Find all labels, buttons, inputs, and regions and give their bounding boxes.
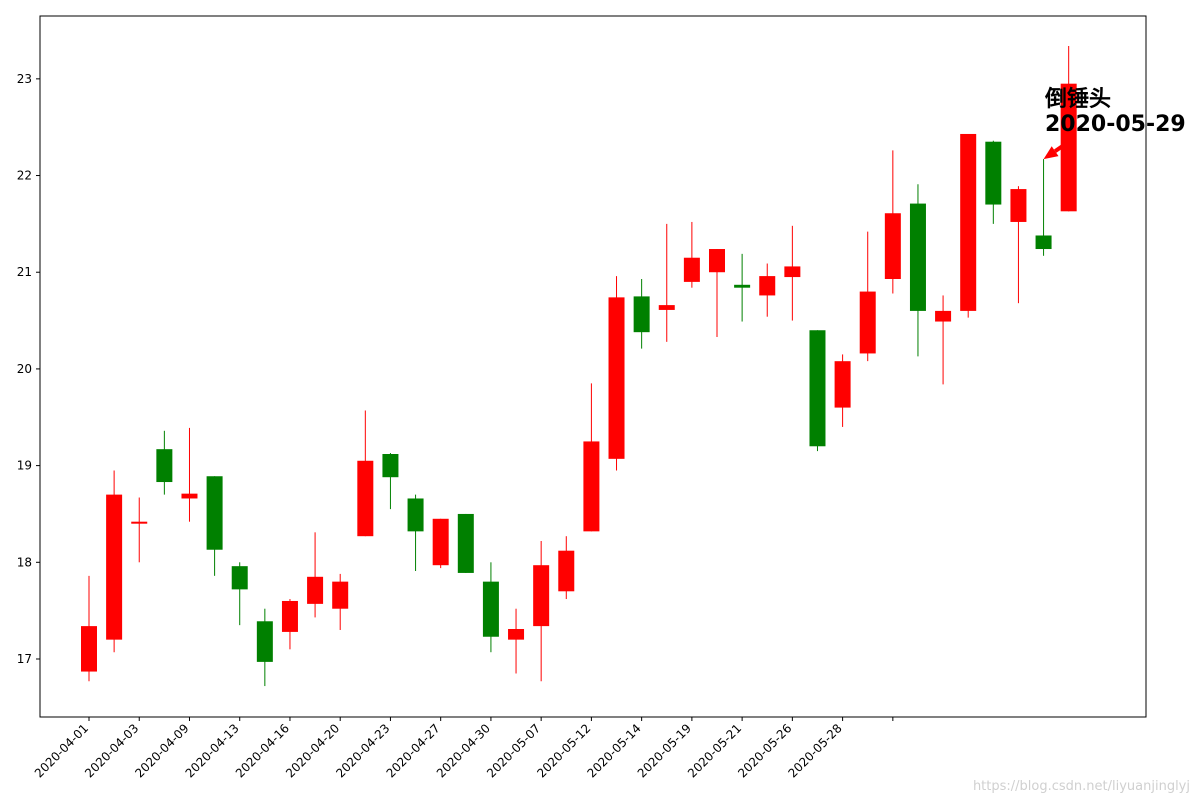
candle (809, 330, 826, 452)
candle-body (332, 581, 349, 609)
candle-body (834, 361, 851, 408)
watermark-text: https://blog.csdn.net/liyuanjinglyj (973, 779, 1190, 794)
y-tick-label: 20 (17, 362, 32, 376)
candle-body (583, 441, 600, 532)
candle (558, 536, 575, 600)
candle-body (909, 203, 926, 311)
y-tick-label: 19 (17, 459, 32, 473)
candle (307, 532, 324, 618)
candle (1010, 186, 1027, 304)
candle (81, 575, 97, 682)
annotation-arrow-head (1043, 146, 1059, 160)
candle (960, 133, 977, 318)
candle-body (608, 297, 625, 459)
candle (784, 225, 801, 321)
candle-body (432, 518, 449, 566)
candle (231, 562, 248, 626)
candle (583, 383, 600, 532)
candle (909, 184, 926, 357)
candle (206, 476, 223, 576)
candle (658, 223, 675, 342)
candle-body (508, 629, 525, 640)
candle-body (81, 626, 97, 672)
annotation-label-date: 2020-05-29 (1045, 112, 1186, 137)
candle (734, 253, 751, 322)
candle-body (533, 565, 550, 627)
candle (332, 573, 349, 630)
candle-body (181, 493, 198, 499)
candle-body (683, 257, 700, 282)
candle (131, 497, 148, 563)
candle (508, 608, 525, 674)
y-tick-label: 22 (17, 169, 32, 183)
candle (884, 150, 901, 294)
candle (407, 494, 424, 571)
candle (935, 295, 952, 385)
candle (834, 354, 851, 427)
candle (859, 231, 876, 362)
candle-body (281, 600, 298, 632)
candle (1060, 45, 1077, 212)
candle-body (206, 476, 223, 550)
candle (432, 518, 449, 569)
y-tick-label: 23 (17, 72, 32, 86)
candle-body (809, 330, 826, 447)
y-tick-label: 17 (17, 652, 32, 666)
candle-body (1010, 189, 1027, 222)
candle-body (960, 133, 977, 311)
candle-body (759, 276, 776, 296)
y-tick-label: 21 (17, 265, 32, 279)
candle-body (884, 213, 901, 279)
candle-body (633, 296, 650, 333)
candle-body (1060, 83, 1077, 212)
candle (281, 599, 298, 650)
candle-body (131, 521, 148, 524)
annotation-label-pattern: 倒锤头 (1044, 86, 1111, 112)
candle (106, 470, 123, 653)
candle-body (106, 494, 123, 640)
candle-body (859, 291, 876, 354)
candle (759, 263, 776, 317)
candle-body (382, 454, 399, 478)
candle-body (482, 581, 499, 637)
candle (482, 562, 499, 653)
candle (709, 249, 725, 338)
candle-body (457, 513, 474, 573)
candle (1035, 159, 1052, 256)
candle-body (935, 310, 952, 322)
candle-body (985, 141, 1002, 205)
candle (156, 430, 173, 495)
candle-body (407, 498, 424, 532)
candle (633, 278, 650, 349)
candle (683, 221, 700, 288)
candle-body (256, 621, 273, 662)
candle-body (734, 284, 751, 288)
candle-body (357, 460, 374, 537)
candle-body (658, 305, 675, 310)
candles-group (81, 45, 1077, 687)
candle (533, 541, 550, 682)
annotation-arrow-shaft (1053, 141, 1069, 153)
candle (608, 276, 625, 471)
candle (357, 410, 374, 537)
candle-body (558, 550, 575, 592)
candle-body (307, 576, 324, 604)
candle-body (231, 566, 248, 590)
candle (457, 513, 474, 573)
candle (256, 608, 273, 687)
candle-body (156, 449, 173, 483)
candle-body (1035, 235, 1052, 250)
y-tick-label: 18 (17, 555, 32, 569)
y-axis: 17 18 19 20 21 22 23 (17, 72, 40, 666)
candle (382, 453, 399, 510)
plot-frame (39, 15, 1147, 718)
candle-body (709, 249, 725, 273)
candle (985, 140, 1002, 224)
candle (181, 427, 198, 522)
candle-body (784, 266, 801, 278)
